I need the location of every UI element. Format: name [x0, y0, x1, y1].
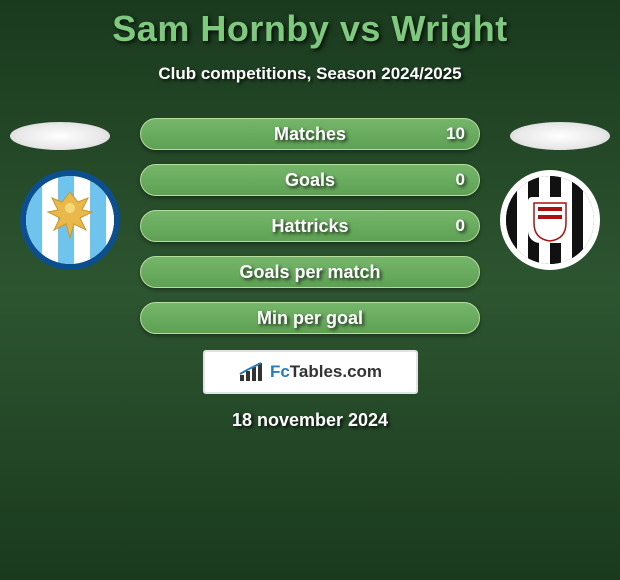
bar-chart-icon	[238, 361, 264, 383]
stat-label: Min per goal	[257, 308, 363, 329]
shadow-disc-right	[510, 122, 610, 150]
stat-row-min-per-goal: Min per goal	[140, 302, 480, 334]
stat-right-value: 0	[456, 170, 465, 190]
stat-label: Goals	[285, 170, 335, 191]
stat-list: Matches 10 Goals 0 Hattricks 0 Goals per…	[140, 118, 480, 334]
brand-rest: Tables.com	[290, 362, 382, 381]
stat-right-value: 10	[446, 124, 465, 144]
stat-row-goals: Goals 0	[140, 164, 480, 196]
stat-label: Matches	[274, 124, 346, 145]
brand-name: FcTables.com	[270, 362, 382, 382]
shield-icon	[528, 197, 572, 243]
club-crest-left	[20, 170, 120, 270]
comparison-panel: Matches 10 Goals 0 Hattricks 0 Goals per…	[0, 118, 620, 431]
crest-inner	[506, 176, 594, 264]
date-label: 18 november 2024	[0, 410, 620, 431]
crest-inner	[26, 176, 114, 264]
brand-logo-box[interactable]: FcTables.com	[203, 350, 418, 394]
eagle-icon	[40, 188, 100, 242]
shadow-disc-left	[10, 122, 110, 150]
club-crest-right	[500, 170, 600, 270]
subtitle: Club competitions, Season 2024/2025	[0, 64, 620, 84]
stat-row-matches: Matches 10	[140, 118, 480, 150]
stat-label: Hattricks	[271, 216, 348, 237]
page-title: Sam Hornby vs Wright	[0, 0, 620, 50]
stat-right-value: 0	[456, 216, 465, 236]
stat-row-goals-per-match: Goals per match	[140, 256, 480, 288]
stat-label: Goals per match	[239, 262, 380, 283]
stat-row-hattricks: Hattricks 0	[140, 210, 480, 242]
brand-accent: Fc	[270, 362, 290, 381]
